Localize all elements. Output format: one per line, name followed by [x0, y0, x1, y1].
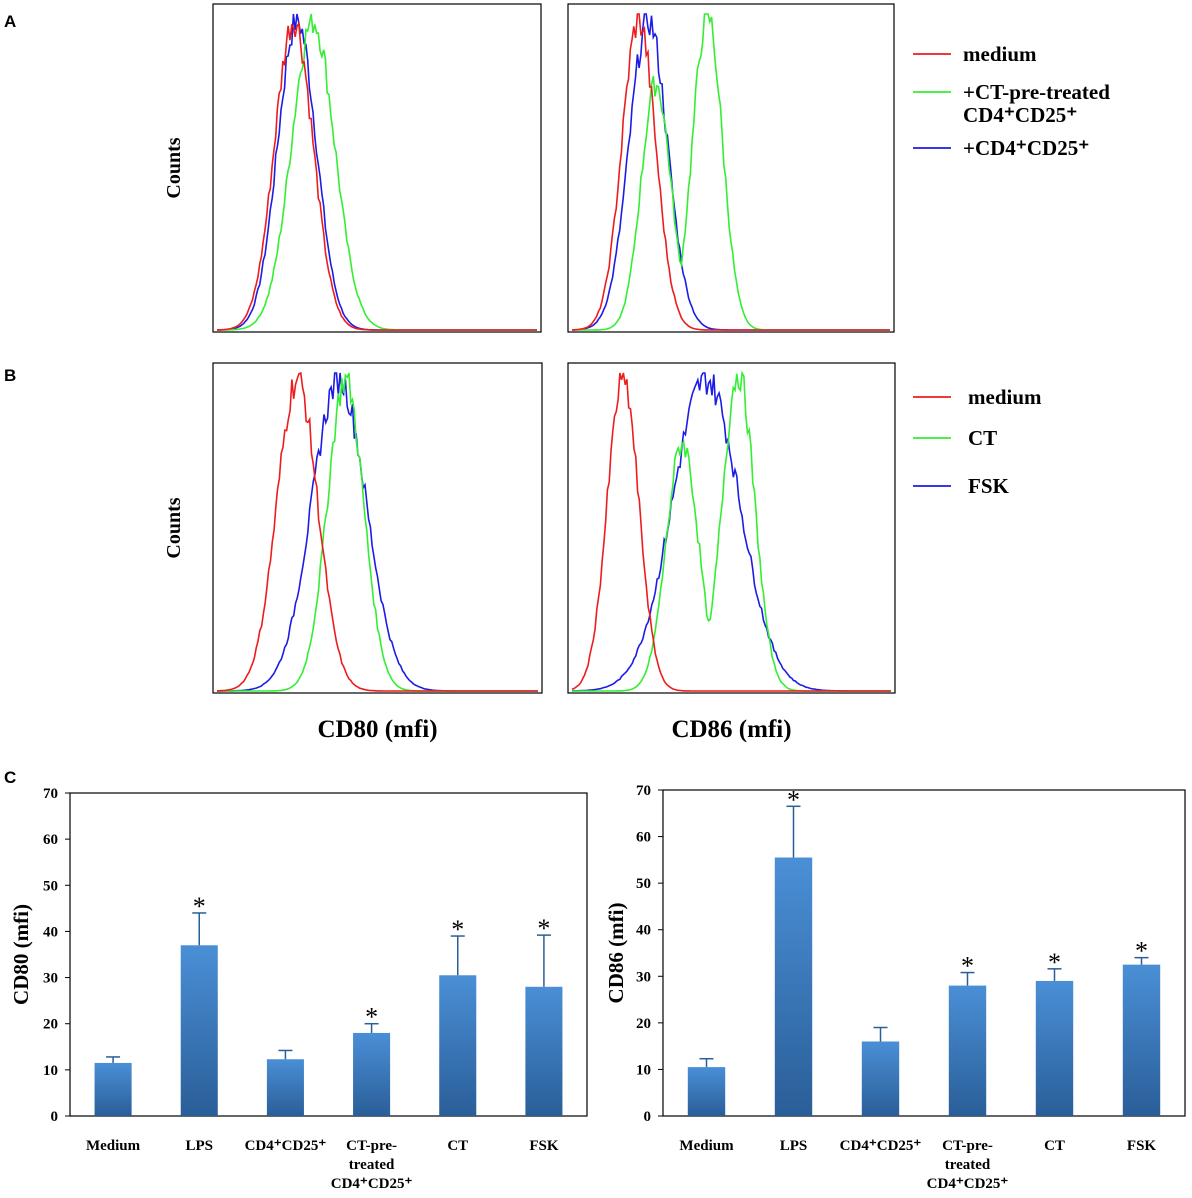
category-label: CT-pre-	[942, 1138, 993, 1154]
y-tick-label: 10	[636, 1062, 651, 1078]
histogram-series-medium	[216, 21, 537, 331]
legend-label: +CT-pre-treated	[963, 80, 1110, 104]
significance-marker: *	[537, 914, 550, 943]
category-label: LPS	[780, 1138, 808, 1154]
y-tick-label: 70	[636, 783, 651, 799]
histogram-2	[567, 3, 895, 333]
histogram-series-medium	[571, 13, 890, 331]
plot-frame	[69, 792, 588, 1117]
category-label: CD4⁺CD25⁺	[840, 1138, 922, 1154]
bar	[1035, 980, 1074, 1116]
y-tick-label: 0	[644, 1109, 652, 1125]
legend-item: CT	[913, 426, 997, 450]
category-label: FSK	[529, 1138, 559, 1154]
bar	[180, 945, 218, 1116]
category-label: LPS	[185, 1138, 213, 1154]
y-tick-label: 0	[51, 1109, 59, 1125]
significance-marker: *	[1048, 948, 1061, 977]
y-axis-label: Counts	[163, 497, 185, 558]
bar	[439, 975, 477, 1116]
category-label: CD4⁺CD25⁺	[927, 1176, 1009, 1192]
significance-marker: *	[1135, 937, 1148, 966]
legend-label: FSK	[968, 474, 1010, 498]
y-axis-label: Counts	[163, 137, 185, 198]
legend-item: medium	[913, 385, 1042, 409]
bar	[861, 1041, 900, 1116]
plot-frame	[662, 789, 1186, 1117]
histogram-frame	[567, 3, 895, 333]
legend-label: +CD4⁺CD25⁺	[963, 136, 1089, 160]
x-axis-label: CD86 (mfi)	[671, 716, 791, 743]
bar	[353, 1032, 391, 1116]
significance-marker: *	[365, 1003, 378, 1032]
legend-item: FSK	[913, 474, 1010, 498]
legend-label: CT	[968, 426, 997, 450]
y-tick-label: 70	[43, 786, 58, 802]
y-tick-label: 60	[43, 832, 58, 848]
y-tick-label: 40	[43, 924, 58, 940]
category-label: CT	[447, 1138, 468, 1154]
bar	[266, 1059, 304, 1116]
category-label: CD4⁺CD25⁺	[331, 1176, 413, 1192]
panel-label-b: B	[4, 366, 17, 385]
bar-chart-1: 0 10 20 30 40 50 60 70 Medium * LPS CD4⁺CD25⁺ * CT-pr…	[9, 786, 588, 1192]
y-tick-label: 30	[636, 969, 651, 985]
significance-marker: *	[961, 952, 974, 981]
y-tick-label: 60	[636, 830, 651, 846]
category-label: Medium	[679, 1138, 734, 1154]
significance-marker: *	[451, 915, 464, 944]
y-tick-label: 10	[43, 1063, 58, 1079]
category-label: CD4⁺CD25⁺	[245, 1138, 327, 1154]
legend-label: medium	[963, 42, 1037, 66]
y-tick-label: 20	[43, 1017, 58, 1033]
histogram-3: Counts CD80 (mfi) medium CT FSK	[163, 362, 1042, 743]
histogram-frame	[567, 362, 896, 694]
y-tick-label: 30	[43, 971, 58, 987]
y-axis-label: CD86 (mfi)	[604, 903, 628, 1004]
y-tick-label: 50	[636, 876, 651, 892]
significance-marker: *	[193, 892, 206, 921]
category-label: FSK	[1127, 1138, 1157, 1154]
bar-chart-2: 0 10 20 30 40 50 60 70 Medium * LPS CD4⁺CD25⁺ * CT-pr…	[604, 783, 1186, 1192]
legend-label-line2: CD4⁺CD25⁺	[963, 103, 1077, 127]
panel-label-a: A	[4, 12, 17, 31]
histogram-frame	[212, 3, 542, 333]
bar	[525, 986, 563, 1116]
y-tick-label: 50	[43, 878, 58, 894]
y-tick-label: 40	[636, 923, 651, 939]
category-label: Medium	[86, 1138, 141, 1154]
bar	[948, 985, 987, 1116]
histogram-frame	[212, 362, 543, 694]
legend-label: medium	[968, 385, 1042, 409]
category-label: treated	[945, 1157, 991, 1173]
bar	[687, 1067, 726, 1116]
bar	[1122, 964, 1161, 1116]
y-tick-label: 20	[636, 1016, 651, 1032]
category-label: treated	[349, 1157, 395, 1173]
panel-label-c: C	[4, 768, 17, 787]
histogram-series-medium	[216, 371, 538, 692]
y-axis-label: CD80 (mfi)	[9, 904, 33, 1005]
bar	[94, 1062, 132, 1116]
x-axis-label: CD80 (mfi)	[317, 716, 437, 743]
legend-item: +CD4⁺CD25⁺	[913, 136, 1089, 160]
histogram-series-medium	[571, 372, 891, 692]
significance-marker: *	[787, 785, 800, 814]
category-label: CT	[1044, 1138, 1065, 1154]
category-label: CT-pre-	[346, 1138, 397, 1154]
bar	[774, 857, 813, 1116]
histogram-4: CD86 (mfi)	[567, 362, 896, 743]
legend-item: medium	[913, 42, 1037, 66]
